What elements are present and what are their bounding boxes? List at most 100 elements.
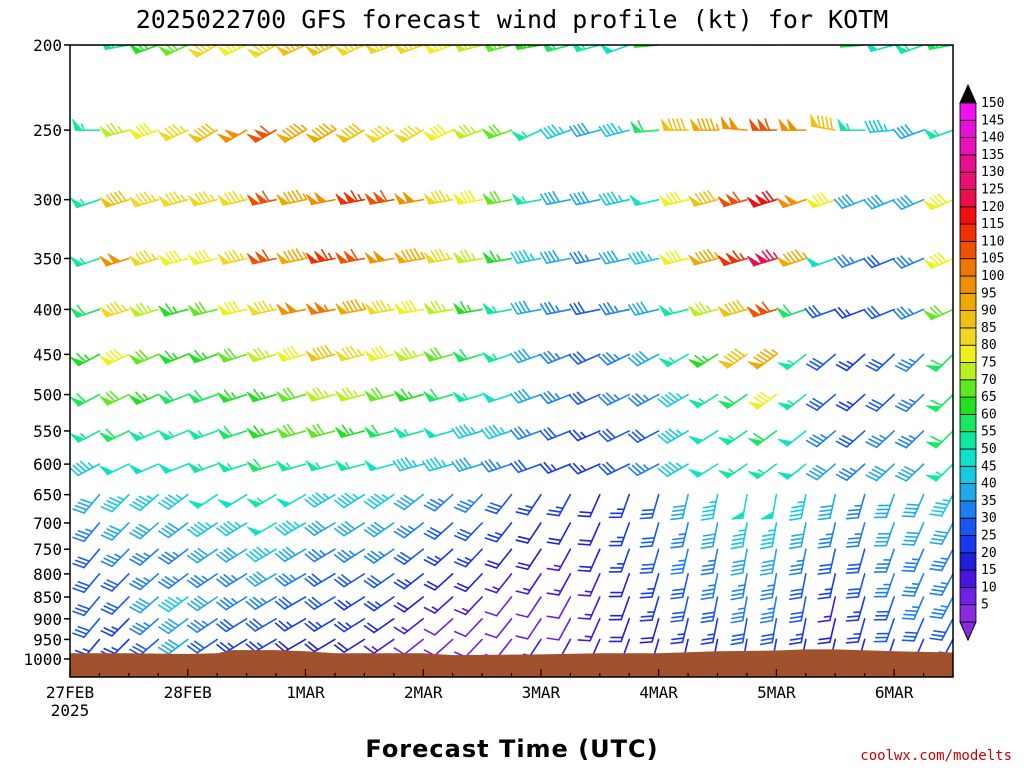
- x-tick-year-label: 2025: [51, 701, 90, 720]
- wind-barb: [363, 618, 395, 634]
- wind-barb: [925, 353, 953, 373]
- wind-barb: [245, 571, 277, 587]
- y-tick-label: 1000: [23, 650, 62, 669]
- wind-barb: [335, 424, 366, 438]
- wind-barb: [658, 353, 689, 368]
- y-tick-label: 400: [33, 300, 62, 319]
- wind-barb: [335, 190, 366, 205]
- wind-barb: [276, 423, 307, 439]
- wind-barb: [392, 456, 425, 472]
- colorbar-swatch: [959, 292, 977, 311]
- colorbar-label: 70: [981, 373, 997, 388]
- wind-barb: [515, 548, 542, 571]
- wind-barb: [700, 522, 719, 550]
- wind-barb: [245, 546, 277, 563]
- wind-barb: [804, 304, 837, 319]
- wind-barb: [865, 353, 895, 372]
- wind-barb: [568, 391, 601, 405]
- wind-barb: [276, 460, 307, 472]
- wind-barb: [334, 45, 366, 56]
- colorbar-swatch: [959, 552, 977, 571]
- wind-barb: [157, 548, 189, 565]
- wind-barb: [776, 249, 808, 267]
- wind-barb: [901, 493, 925, 518]
- wind-barb: [245, 638, 277, 653]
- y-tick-label: 800: [33, 565, 62, 584]
- wind-barb: [598, 461, 631, 476]
- wind-barb: [128, 302, 160, 318]
- wind-barb: [598, 122, 631, 138]
- colorbar-label: 10: [981, 580, 997, 595]
- wind-barb: [364, 250, 395, 264]
- wind-barb: [70, 393, 101, 407]
- colorbar-swatch: [959, 137, 977, 156]
- wind-barb: [157, 638, 189, 655]
- wind-barb: [577, 548, 601, 572]
- wind-barb: [511, 129, 542, 142]
- colorbar-top-arrow: [959, 83, 977, 104]
- wind-barb: [760, 493, 778, 520]
- colorbar-label: 5: [981, 598, 989, 613]
- wind-barb: [700, 618, 719, 645]
- wind-barb: [639, 493, 660, 520]
- wind-barb: [246, 388, 277, 403]
- plot-area: [70, 45, 953, 677]
- wind-barb: [817, 522, 837, 549]
- wind-barb: [217, 493, 248, 509]
- wind-barb: [453, 301, 483, 315]
- wind-barb: [305, 123, 337, 143]
- wind-barb: [482, 352, 513, 363]
- wind-barb: [246, 300, 277, 316]
- y-tick-label: 200: [33, 36, 62, 55]
- wind-barb: [806, 353, 837, 371]
- wind-barb: [128, 430, 160, 442]
- wind-barb: [510, 300, 542, 315]
- colorbar-label: 40: [981, 477, 997, 492]
- wind-barb: [546, 618, 572, 641]
- y-tick-label: 650: [33, 486, 62, 505]
- wind-barb: [700, 493, 719, 521]
- wind-barb: [718, 430, 748, 446]
- wind-barb: [864, 119, 895, 134]
- y-tick-label: 900: [33, 610, 62, 629]
- wind-barb: [128, 349, 160, 365]
- wind-barb: [546, 522, 572, 545]
- wind-barb: [305, 249, 336, 264]
- wind-barb: [835, 353, 866, 372]
- wind-barb: [639, 596, 660, 622]
- wind-barb: [663, 45, 689, 46]
- wind-barb: [158, 191, 189, 207]
- wind-barb: [394, 299, 425, 315]
- wind-barb: [484, 573, 513, 594]
- wind-barb: [99, 390, 130, 406]
- wind-barb: [364, 125, 395, 143]
- wind-barb: [246, 493, 277, 508]
- wind-barb: [865, 430, 895, 449]
- wind-barb: [158, 350, 189, 364]
- wind-barb: [845, 493, 866, 520]
- credit-text: coolwx.com/modelts: [860, 748, 1012, 764]
- wind-barb: [865, 393, 895, 412]
- wind-barb: [747, 301, 778, 318]
- wind-barb: [129, 45, 160, 55]
- wind-barb: [510, 459, 542, 474]
- wind-barb: [158, 45, 189, 56]
- wind-barb: [186, 521, 218, 538]
- wind-barbs: [70, 45, 953, 677]
- wind-barb: [335, 123, 366, 143]
- wind-barb: [363, 493, 395, 510]
- wind-barb: [274, 520, 307, 536]
- wind-barb: [777, 353, 807, 371]
- wind-barb: [700, 573, 719, 600]
- wind-barb: [158, 303, 189, 317]
- wind-barb: [274, 596, 307, 610]
- x-tick-label: 6MAR: [875, 683, 914, 702]
- wind-barb: [304, 638, 336, 653]
- wind-barb: [129, 596, 160, 614]
- colorbar-swatch: [959, 535, 977, 554]
- wind-barb: [453, 190, 483, 205]
- wind-barb: [452, 391, 483, 403]
- wind-barb: [393, 347, 425, 362]
- wind-barb: [608, 618, 631, 643]
- wind-barb: [335, 345, 366, 362]
